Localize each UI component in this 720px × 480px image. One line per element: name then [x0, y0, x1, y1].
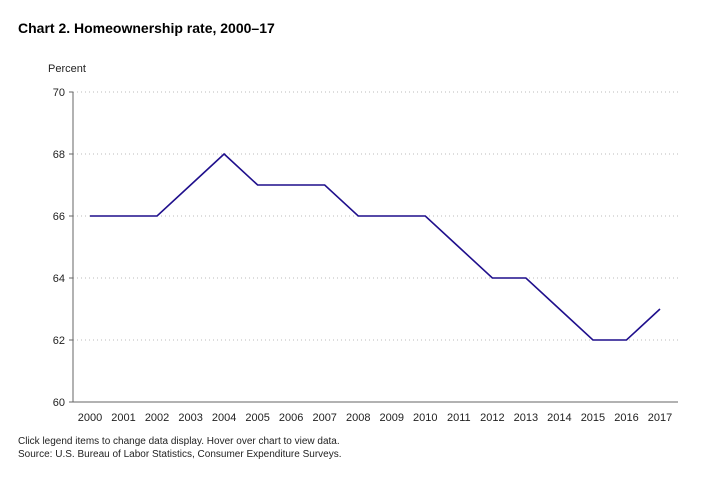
x-tick-labels: 2000 2001 2002 2003 2004 2005 2006 2007 2008 2009…: [78, 412, 672, 424]
x-tick-label-2010: 2010: [413, 412, 437, 424]
y-tick-label-64: 64: [53, 273, 65, 285]
x-tick-label-2017: 2017: [648, 412, 672, 424]
x-tick-label-2000: 2000: [78, 412, 102, 424]
axes: [69, 91, 678, 403]
y-axis-title: Percent: [48, 63, 86, 75]
footnote-interaction: Click legend items to change data displa…: [18, 436, 340, 447]
data-point-2010[interactable]: [420, 211, 430, 221]
data-point-2006[interactable]: [286, 180, 296, 190]
x-tick-label-2002: 2002: [145, 412, 169, 424]
data-point-2003[interactable]: [186, 180, 196, 190]
data-point-2007[interactable]: [320, 180, 330, 190]
x-tick-label-2012: 2012: [480, 412, 504, 424]
x-tick-label-2005: 2005: [245, 412, 269, 424]
footnotes: Click legend items to change data displa…: [18, 435, 342, 461]
y-tick-label-66: 66: [53, 211, 65, 223]
data-point-2011[interactable]: [454, 242, 464, 252]
x-tick-label-2007: 2007: [312, 412, 336, 424]
data-point-2017[interactable]: [655, 304, 665, 314]
data-point-2005[interactable]: [253, 180, 263, 190]
x-tick-label-2008: 2008: [346, 412, 370, 424]
data-point-2014[interactable]: [554, 304, 564, 314]
data-point-2002[interactable]: [152, 211, 162, 221]
y-tick-label-70: 70: [53, 87, 65, 99]
data-point-2013[interactable]: [521, 273, 531, 283]
x-tick-label-2004: 2004: [212, 412, 236, 424]
data-point-2004[interactable]: [219, 149, 229, 159]
y-tick-label-68: 68: [53, 149, 65, 161]
x-tick-label-2015: 2015: [581, 412, 605, 424]
x-tick-label-2006: 2006: [279, 412, 303, 424]
x-tick-label-2016: 2016: [614, 412, 638, 424]
data-series[interactable]: [85, 149, 665, 345]
series-line-0[interactable]: [90, 152, 661, 341]
data-point-2012[interactable]: [487, 273, 497, 283]
x-tick-label-2009: 2009: [380, 412, 404, 424]
x-tick-label-2014: 2014: [547, 412, 571, 424]
y-tick-label-60: 60: [53, 397, 65, 409]
data-point-2001[interactable]: [119, 211, 129, 221]
data-point-2016[interactable]: [621, 335, 631, 345]
chart-title: Chart 2. Homeownership rate, 2000–17: [18, 20, 275, 36]
x-tick-label-2001: 2001: [111, 412, 135, 424]
gridlines: [73, 91, 678, 341]
x-tick-label-2003: 2003: [178, 412, 202, 424]
y-tick-labels: 60 62 64 66 68 70: [53, 87, 65, 409]
data-point-2009[interactable]: [387, 211, 397, 221]
data-point-2000[interactable]: [85, 211, 95, 221]
x-tick-label-2013: 2013: [514, 412, 538, 424]
data-point-2008[interactable]: [353, 211, 363, 221]
footnote-source: Source: U.S. Bureau of Labor Statistics,…: [18, 449, 342, 460]
y-tick-label-62: 62: [53, 335, 65, 347]
x-tick-label-2011: 2011: [447, 412, 471, 424]
data-point-2015[interactable]: [588, 335, 598, 345]
